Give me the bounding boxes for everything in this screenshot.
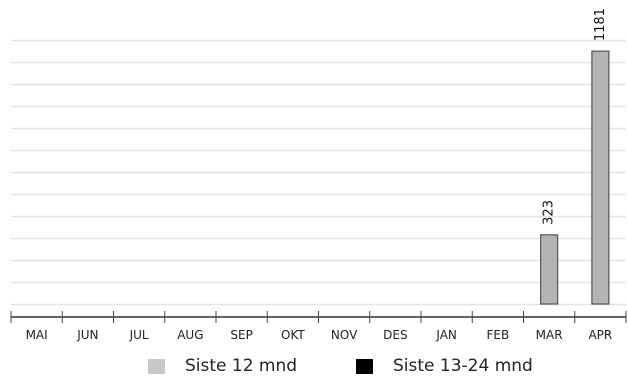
data-label: 1181: [593, 8, 608, 41]
x-tick-label: MAI: [26, 328, 48, 342]
bar: [540, 234, 559, 305]
x-tick-label: JUL: [129, 328, 149, 342]
x-tick-label: JUN: [76, 328, 98, 342]
x-tick-label: FEB: [487, 328, 510, 342]
x-tick-label: MAR: [536, 328, 563, 342]
legend-swatch-current: [148, 358, 165, 374]
x-tick-label: AUG: [177, 328, 203, 342]
data-label: 323: [542, 200, 557, 225]
legend-swatch-previous: [356, 358, 373, 374]
legend-label-previous: Siste 13-24 mnd: [393, 356, 533, 376]
legend-item-current: Siste 12 mnd: [148, 356, 297, 376]
x-tick-label: SEP: [230, 328, 252, 342]
x-tick-label: JAN: [435, 328, 457, 342]
x-tick-label: DES: [383, 328, 407, 342]
legend: Siste 12 mnd Siste 13-24 mnd: [0, 356, 628, 382]
x-tick-label: APR: [588, 328, 612, 342]
bar: [591, 50, 610, 305]
legend-item-previous: Siste 13-24 mnd: [356, 356, 533, 376]
x-tick-label: OKT: [281, 328, 305, 342]
bar-chart: MAI JUN JUL AUG SEP OKT NOV DES JAN FEB MAR APR 323 1…: [10, 8, 627, 342]
legend-label-current: Siste 12 mnd: [185, 356, 298, 376]
x-tick-label: NOV: [331, 328, 358, 342]
